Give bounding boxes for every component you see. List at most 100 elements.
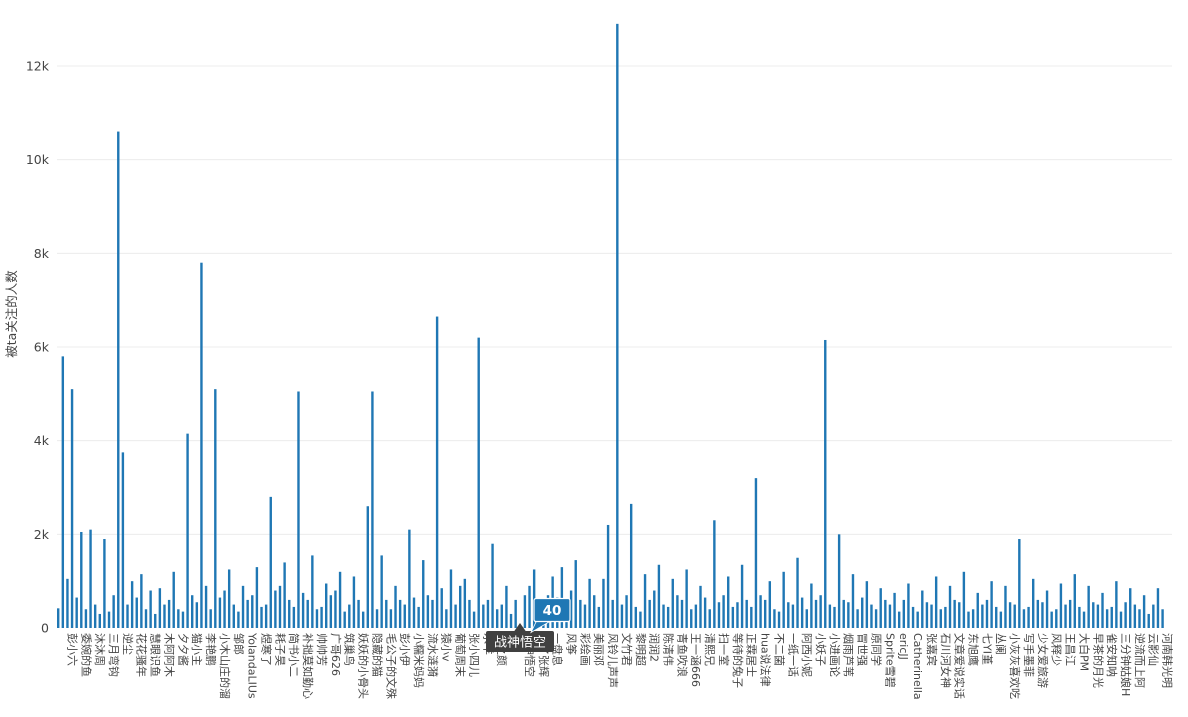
bar[interactable] [569, 590, 573, 628]
bar[interactable] [754, 478, 758, 628]
bar[interactable] [528, 585, 531, 628]
bar[interactable] [602, 578, 605, 628]
bar[interactable] [191, 595, 194, 628]
bar[interactable] [948, 585, 952, 628]
bar[interactable] [981, 604, 984, 628]
bar[interactable] [218, 597, 222, 628]
bar[interactable] [671, 578, 674, 628]
bar[interactable] [768, 581, 772, 628]
bar[interactable] [463, 578, 467, 628]
bar[interactable] [1041, 602, 1044, 628]
bar[interactable] [348, 604, 351, 628]
bar[interactable] [893, 592, 896, 629]
bar[interactable] [283, 562, 286, 628]
bar[interactable] [84, 609, 88, 628]
bar[interactable] [694, 604, 698, 628]
bar[interactable] [320, 606, 323, 628]
bar[interactable] [380, 555, 383, 628]
bar[interactable] [703, 597, 707, 628]
bar[interactable] [440, 588, 443, 628]
bar[interactable] [107, 611, 111, 628]
bar[interactable] [824, 339, 827, 628]
bar[interactable] [523, 595, 527, 628]
bar[interactable] [1073, 574, 1076, 628]
bar[interactable] [791, 604, 795, 628]
bar[interactable] [223, 590, 226, 628]
bar[interactable] [1032, 578, 1035, 628]
bar[interactable] [690, 609, 693, 628]
bar[interactable] [713, 520, 716, 628]
bar[interactable] [482, 604, 485, 628]
bar[interactable] [158, 588, 162, 628]
bar[interactable] [260, 606, 263, 628]
bar[interactable] [1105, 609, 1109, 628]
bar[interactable] [967, 611, 970, 628]
bar[interactable] [1119, 611, 1123, 628]
bar[interactable] [625, 595, 628, 628]
bar[interactable] [777, 611, 781, 628]
bar[interactable] [121, 452, 125, 629]
bar[interactable] [89, 529, 92, 628]
bar[interactable] [449, 569, 453, 628]
bar[interactable] [371, 391, 374, 628]
bar[interactable] [1036, 599, 1040, 628]
bar[interactable] [1082, 611, 1086, 628]
bar[interactable] [505, 585, 508, 628]
bar[interactable] [435, 316, 439, 628]
bar[interactable] [629, 503, 633, 628]
bar[interactable] [676, 595, 679, 628]
bar[interactable] [800, 597, 804, 628]
bar[interactable] [426, 595, 430, 628]
bar[interactable] [468, 599, 471, 628]
bar[interactable] [884, 599, 887, 628]
bar[interactable] [93, 604, 97, 628]
bar[interactable] [385, 599, 388, 628]
bar[interactable] [588, 578, 591, 628]
bar[interactable] [953, 599, 956, 628]
bar[interactable] [865, 581, 869, 628]
bar[interactable] [422, 560, 425, 628]
bar[interactable] [154, 613, 157, 628]
bar[interactable] [879, 588, 882, 628]
bar[interactable] [911, 606, 915, 628]
bar[interactable] [292, 606, 296, 628]
bar[interactable] [870, 604, 873, 628]
bar[interactable] [1027, 606, 1030, 628]
bar[interactable] [1147, 613, 1150, 628]
bar[interactable] [237, 611, 240, 628]
bar[interactable] [1138, 609, 1141, 628]
bar[interactable] [814, 599, 818, 628]
bar[interactable] [274, 590, 277, 628]
bar[interactable] [666, 606, 670, 628]
bar[interactable] [810, 583, 813, 628]
bar[interactable] [375, 609, 379, 628]
bar[interactable] [934, 576, 938, 628]
bar[interactable] [1152, 604, 1155, 628]
bar[interactable] [195, 602, 199, 628]
bar[interactable] [643, 574, 647, 628]
bar[interactable] [1133, 604, 1137, 628]
bar[interactable] [916, 611, 919, 628]
bar[interactable] [227, 569, 231, 628]
bar[interactable] [472, 611, 476, 628]
bar[interactable] [167, 599, 171, 628]
bar[interactable] [750, 606, 753, 628]
bar[interactable] [759, 595, 762, 628]
bar[interactable] [98, 613, 101, 628]
bar[interactable] [454, 604, 457, 628]
bar[interactable] [1059, 583, 1063, 628]
bar[interactable] [394, 585, 397, 628]
bar[interactable] [204, 585, 208, 628]
bar[interactable] [408, 529, 411, 628]
bar[interactable] [1101, 592, 1104, 629]
bar[interactable] [297, 391, 300, 628]
bar[interactable] [833, 606, 836, 628]
bar[interactable] [819, 595, 822, 628]
bar[interactable] [1110, 606, 1113, 628]
bar[interactable] [361, 611, 365, 628]
bar[interactable] [1142, 595, 1146, 628]
bar[interactable] [477, 337, 480, 628]
bar[interactable] [782, 571, 785, 628]
bar[interactable] [773, 609, 776, 628]
bar[interactable] [1124, 602, 1127, 628]
